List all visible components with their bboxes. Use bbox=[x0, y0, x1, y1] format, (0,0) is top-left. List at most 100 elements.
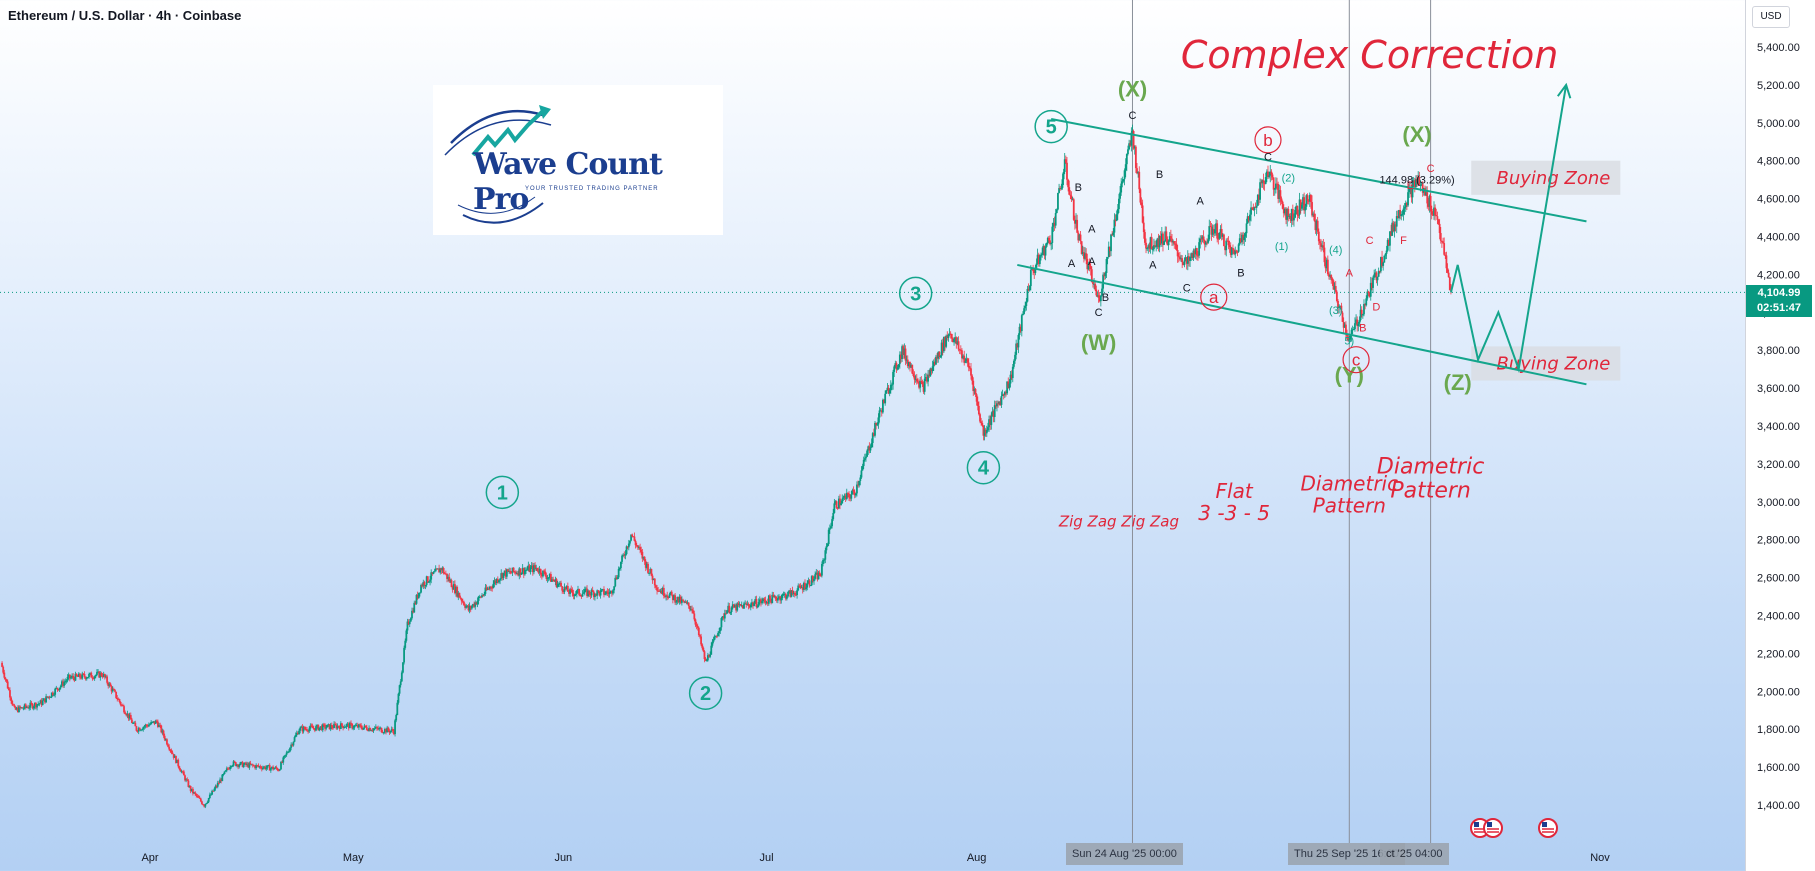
candle-body bbox=[825, 546, 828, 551]
candle-body bbox=[342, 725, 345, 729]
candle-body bbox=[538, 569, 541, 573]
candle-body bbox=[616, 577, 619, 580]
candle-body bbox=[481, 595, 483, 598]
candle-body bbox=[859, 477, 862, 482]
abc-circle bbox=[1254, 126, 1282, 154]
candle-body bbox=[1145, 242, 1147, 249]
candle-body bbox=[101, 675, 104, 677]
candle-body bbox=[377, 728, 380, 730]
price-axis[interactable] bbox=[1745, 0, 1815, 871]
candle-body bbox=[489, 586, 491, 589]
candle-body bbox=[639, 547, 642, 550]
candle-body bbox=[618, 568, 621, 570]
candle-body bbox=[299, 727, 302, 731]
candle-body bbox=[378, 728, 381, 730]
candle-body bbox=[294, 734, 297, 738]
candle-body bbox=[1294, 209, 1296, 218]
candle-body bbox=[1243, 236, 1246, 241]
symbol-title: Ethereum / U.S. Dollar · 4h · Coinbase bbox=[8, 8, 242, 23]
candle-body bbox=[754, 599, 757, 604]
candle-body bbox=[1351, 329, 1354, 331]
candle-body bbox=[740, 605, 743, 607]
candle-body bbox=[22, 708, 25, 710]
candle-body bbox=[120, 704, 123, 706]
candle-body bbox=[992, 411, 995, 418]
candle-body bbox=[28, 707, 31, 709]
candle-body bbox=[433, 571, 436, 573]
current-price-value: 4,104.99 bbox=[1757, 287, 1801, 299]
candle-body bbox=[309, 725, 312, 729]
candle-body bbox=[975, 394, 978, 402]
candle-body bbox=[225, 768, 228, 771]
candle-body bbox=[635, 545, 638, 547]
candle-body bbox=[184, 775, 186, 781]
candle-body bbox=[1343, 324, 1346, 328]
candle-body bbox=[1360, 309, 1363, 315]
candle-body bbox=[708, 655, 710, 657]
candle-body bbox=[598, 591, 601, 596]
subwave-label: A bbox=[1149, 260, 1157, 272]
candle-body bbox=[1203, 240, 1206, 245]
candle-body bbox=[1385, 250, 1388, 254]
candle-body bbox=[1138, 171, 1141, 190]
candle-body bbox=[625, 546, 628, 555]
candle-body bbox=[86, 677, 89, 679]
currency-selector[interactable]: USD bbox=[1752, 6, 1790, 28]
candle-body bbox=[1383, 255, 1386, 263]
candle-body bbox=[1348, 339, 1351, 341]
candle-body bbox=[773, 596, 776, 598]
logo: Wave Count Pro YOUR TRUSTED TRADING PART… bbox=[433, 85, 723, 235]
candle-body bbox=[1372, 277, 1374, 288]
candle-body bbox=[308, 728, 311, 732]
candle-body bbox=[914, 378, 917, 380]
candle-body bbox=[396, 702, 399, 716]
candle-body bbox=[446, 573, 448, 579]
candle-body bbox=[998, 401, 1001, 404]
candle-body bbox=[127, 713, 130, 719]
candle-body bbox=[341, 723, 343, 726]
candle-body bbox=[1342, 321, 1345, 328]
candle-body bbox=[458, 592, 461, 598]
candle-body bbox=[417, 592, 420, 599]
candle-body bbox=[658, 590, 661, 592]
candle-body bbox=[1184, 257, 1187, 261]
candle-body bbox=[1441, 240, 1443, 242]
candle-body bbox=[1377, 270, 1380, 277]
crosshair-date-label: Thu 25 Sep '25 16:00 bbox=[1288, 843, 1405, 865]
candle-body bbox=[802, 582, 805, 590]
candle-body bbox=[867, 446, 870, 451]
x-tick-label: Jul bbox=[760, 852, 774, 864]
candle-body bbox=[1428, 195, 1431, 207]
candle-body bbox=[474, 602, 477, 607]
candle-body bbox=[211, 790, 214, 795]
candle-body bbox=[1042, 245, 1045, 254]
candle-body bbox=[336, 725, 339, 729]
candle-body bbox=[1289, 215, 1292, 221]
candle-body bbox=[1127, 149, 1129, 155]
candle-body bbox=[160, 725, 163, 733]
candle-body bbox=[412, 610, 415, 613]
candle-body bbox=[167, 744, 169, 747]
candle-body bbox=[214, 786, 217, 789]
candle-body bbox=[448, 576, 451, 582]
candle-body bbox=[492, 583, 495, 588]
candle-body bbox=[959, 349, 962, 351]
candle-body bbox=[1322, 245, 1325, 248]
candle-body bbox=[1393, 224, 1396, 232]
candle-body bbox=[526, 569, 529, 571]
candle-body bbox=[1167, 241, 1170, 246]
candle-body bbox=[373, 728, 376, 730]
candle-body bbox=[784, 593, 787, 599]
abc-circle bbox=[1200, 283, 1228, 311]
candle-body bbox=[524, 570, 526, 575]
candle-body bbox=[38, 703, 41, 705]
subwave-label: B bbox=[1156, 169, 1163, 181]
candle-body bbox=[680, 599, 683, 603]
candle-body bbox=[306, 729, 308, 731]
candle-body bbox=[145, 724, 148, 726]
candle-body bbox=[930, 368, 933, 372]
candle-body bbox=[700, 636, 702, 645]
candle-body bbox=[634, 540, 637, 546]
candle-body bbox=[311, 726, 314, 729]
